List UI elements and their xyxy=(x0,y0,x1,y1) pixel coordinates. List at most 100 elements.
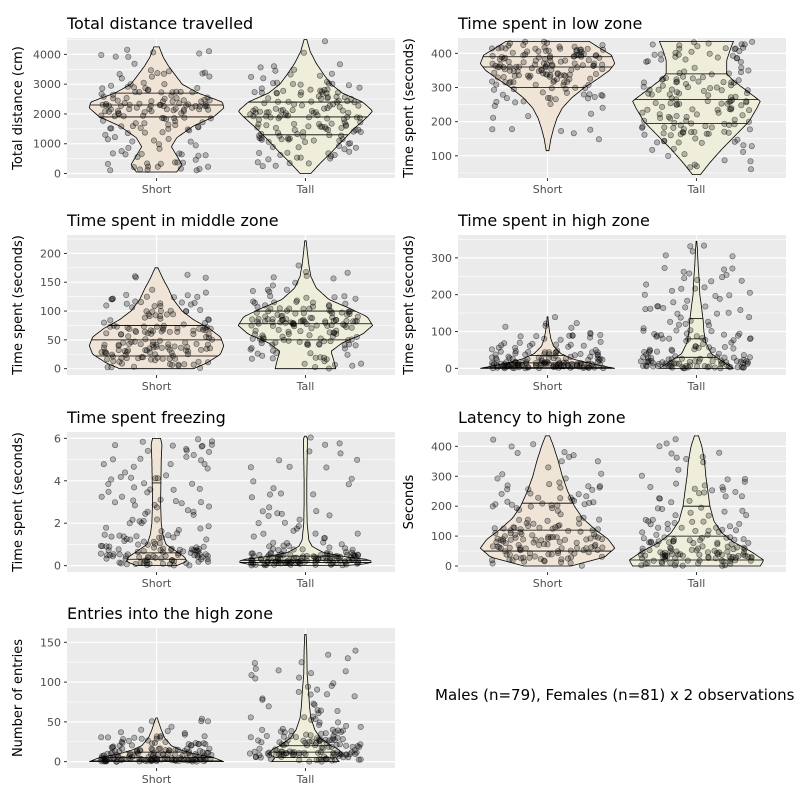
data-point xyxy=(107,317,114,324)
data-point xyxy=(722,493,729,500)
data-point xyxy=(504,498,511,505)
data-point xyxy=(557,336,564,343)
data-point xyxy=(298,102,305,109)
data-point xyxy=(166,328,173,335)
data-point xyxy=(299,553,306,560)
data-point xyxy=(721,120,728,127)
data-point xyxy=(690,39,697,46)
data-point xyxy=(581,501,588,508)
data-point xyxy=(298,659,305,666)
data-point xyxy=(574,544,581,551)
data-point xyxy=(498,342,505,349)
data-point xyxy=(514,68,521,75)
data-point xyxy=(334,734,341,741)
data-point xyxy=(176,100,183,107)
data-point xyxy=(107,167,114,174)
data-point xyxy=(682,304,689,311)
data-point xyxy=(163,472,170,479)
data-point xyxy=(647,305,654,312)
data-point xyxy=(159,560,166,567)
y-tick-label: 4000 xyxy=(33,48,61,61)
data-point xyxy=(683,337,690,344)
data-point xyxy=(511,531,518,538)
data-point xyxy=(490,114,497,121)
data-point xyxy=(150,49,157,56)
data-point xyxy=(494,543,501,550)
data-point xyxy=(190,361,197,368)
data-point xyxy=(738,102,745,109)
data-point xyxy=(273,90,280,97)
data-point xyxy=(285,330,292,337)
data-point xyxy=(693,111,700,118)
data-point xyxy=(160,751,167,758)
data-point xyxy=(248,562,255,569)
data-point xyxy=(535,494,542,501)
data-point xyxy=(661,264,668,271)
data-point xyxy=(525,113,532,120)
data-point xyxy=(209,336,216,343)
data-point xyxy=(592,71,599,78)
data-point xyxy=(316,341,323,348)
data-point xyxy=(568,66,575,73)
data-point xyxy=(354,530,361,537)
violin-short xyxy=(89,717,224,762)
data-point xyxy=(585,356,592,363)
data-point xyxy=(260,75,267,82)
data-point xyxy=(561,536,568,543)
data-point xyxy=(567,353,574,360)
data-point xyxy=(263,732,270,739)
data-point xyxy=(697,537,704,544)
data-point xyxy=(555,550,562,557)
data-point xyxy=(137,341,144,348)
data-point xyxy=(162,738,169,745)
data-point xyxy=(554,347,561,354)
data-point xyxy=(147,67,154,74)
data-point xyxy=(301,714,308,721)
data-point xyxy=(739,507,746,514)
data-point xyxy=(150,538,157,545)
data-point xyxy=(265,95,272,102)
data-point xyxy=(699,74,706,81)
data-point xyxy=(248,73,255,80)
data-point xyxy=(598,536,605,543)
data-point xyxy=(714,539,721,546)
data-point xyxy=(660,130,667,137)
data-point xyxy=(499,538,506,545)
data-point xyxy=(134,154,141,161)
data-point xyxy=(747,335,754,342)
data-point xyxy=(489,78,496,85)
data-point xyxy=(302,739,309,746)
data-point xyxy=(558,556,565,563)
data-point xyxy=(522,38,529,45)
data-point xyxy=(254,124,261,131)
data-point xyxy=(314,112,321,119)
data-point xyxy=(715,528,722,535)
data-point xyxy=(355,756,362,763)
data-point xyxy=(141,480,148,487)
data-point xyxy=(711,364,718,371)
data-point xyxy=(116,551,123,558)
data-point xyxy=(557,559,564,566)
data-point xyxy=(283,540,290,547)
data-point xyxy=(98,754,105,761)
data-point xyxy=(135,541,142,548)
data-point xyxy=(349,546,356,553)
data-point xyxy=(353,333,360,340)
data-point xyxy=(692,343,699,350)
data-point xyxy=(163,311,170,318)
data-point xyxy=(118,729,125,736)
data-point xyxy=(298,89,305,96)
data-point xyxy=(746,289,753,296)
data-point xyxy=(280,336,287,343)
data-point xyxy=(133,533,140,540)
data-point xyxy=(327,338,334,345)
y-axis-label: Time spent (seconds) xyxy=(402,235,417,376)
data-point xyxy=(640,79,647,86)
data-point xyxy=(589,349,596,356)
data-point xyxy=(296,674,303,681)
y-tick-label: 3000 xyxy=(33,78,61,91)
data-point xyxy=(205,359,212,366)
data-point xyxy=(577,360,584,367)
data-point xyxy=(251,89,258,96)
data-point xyxy=(652,100,659,107)
